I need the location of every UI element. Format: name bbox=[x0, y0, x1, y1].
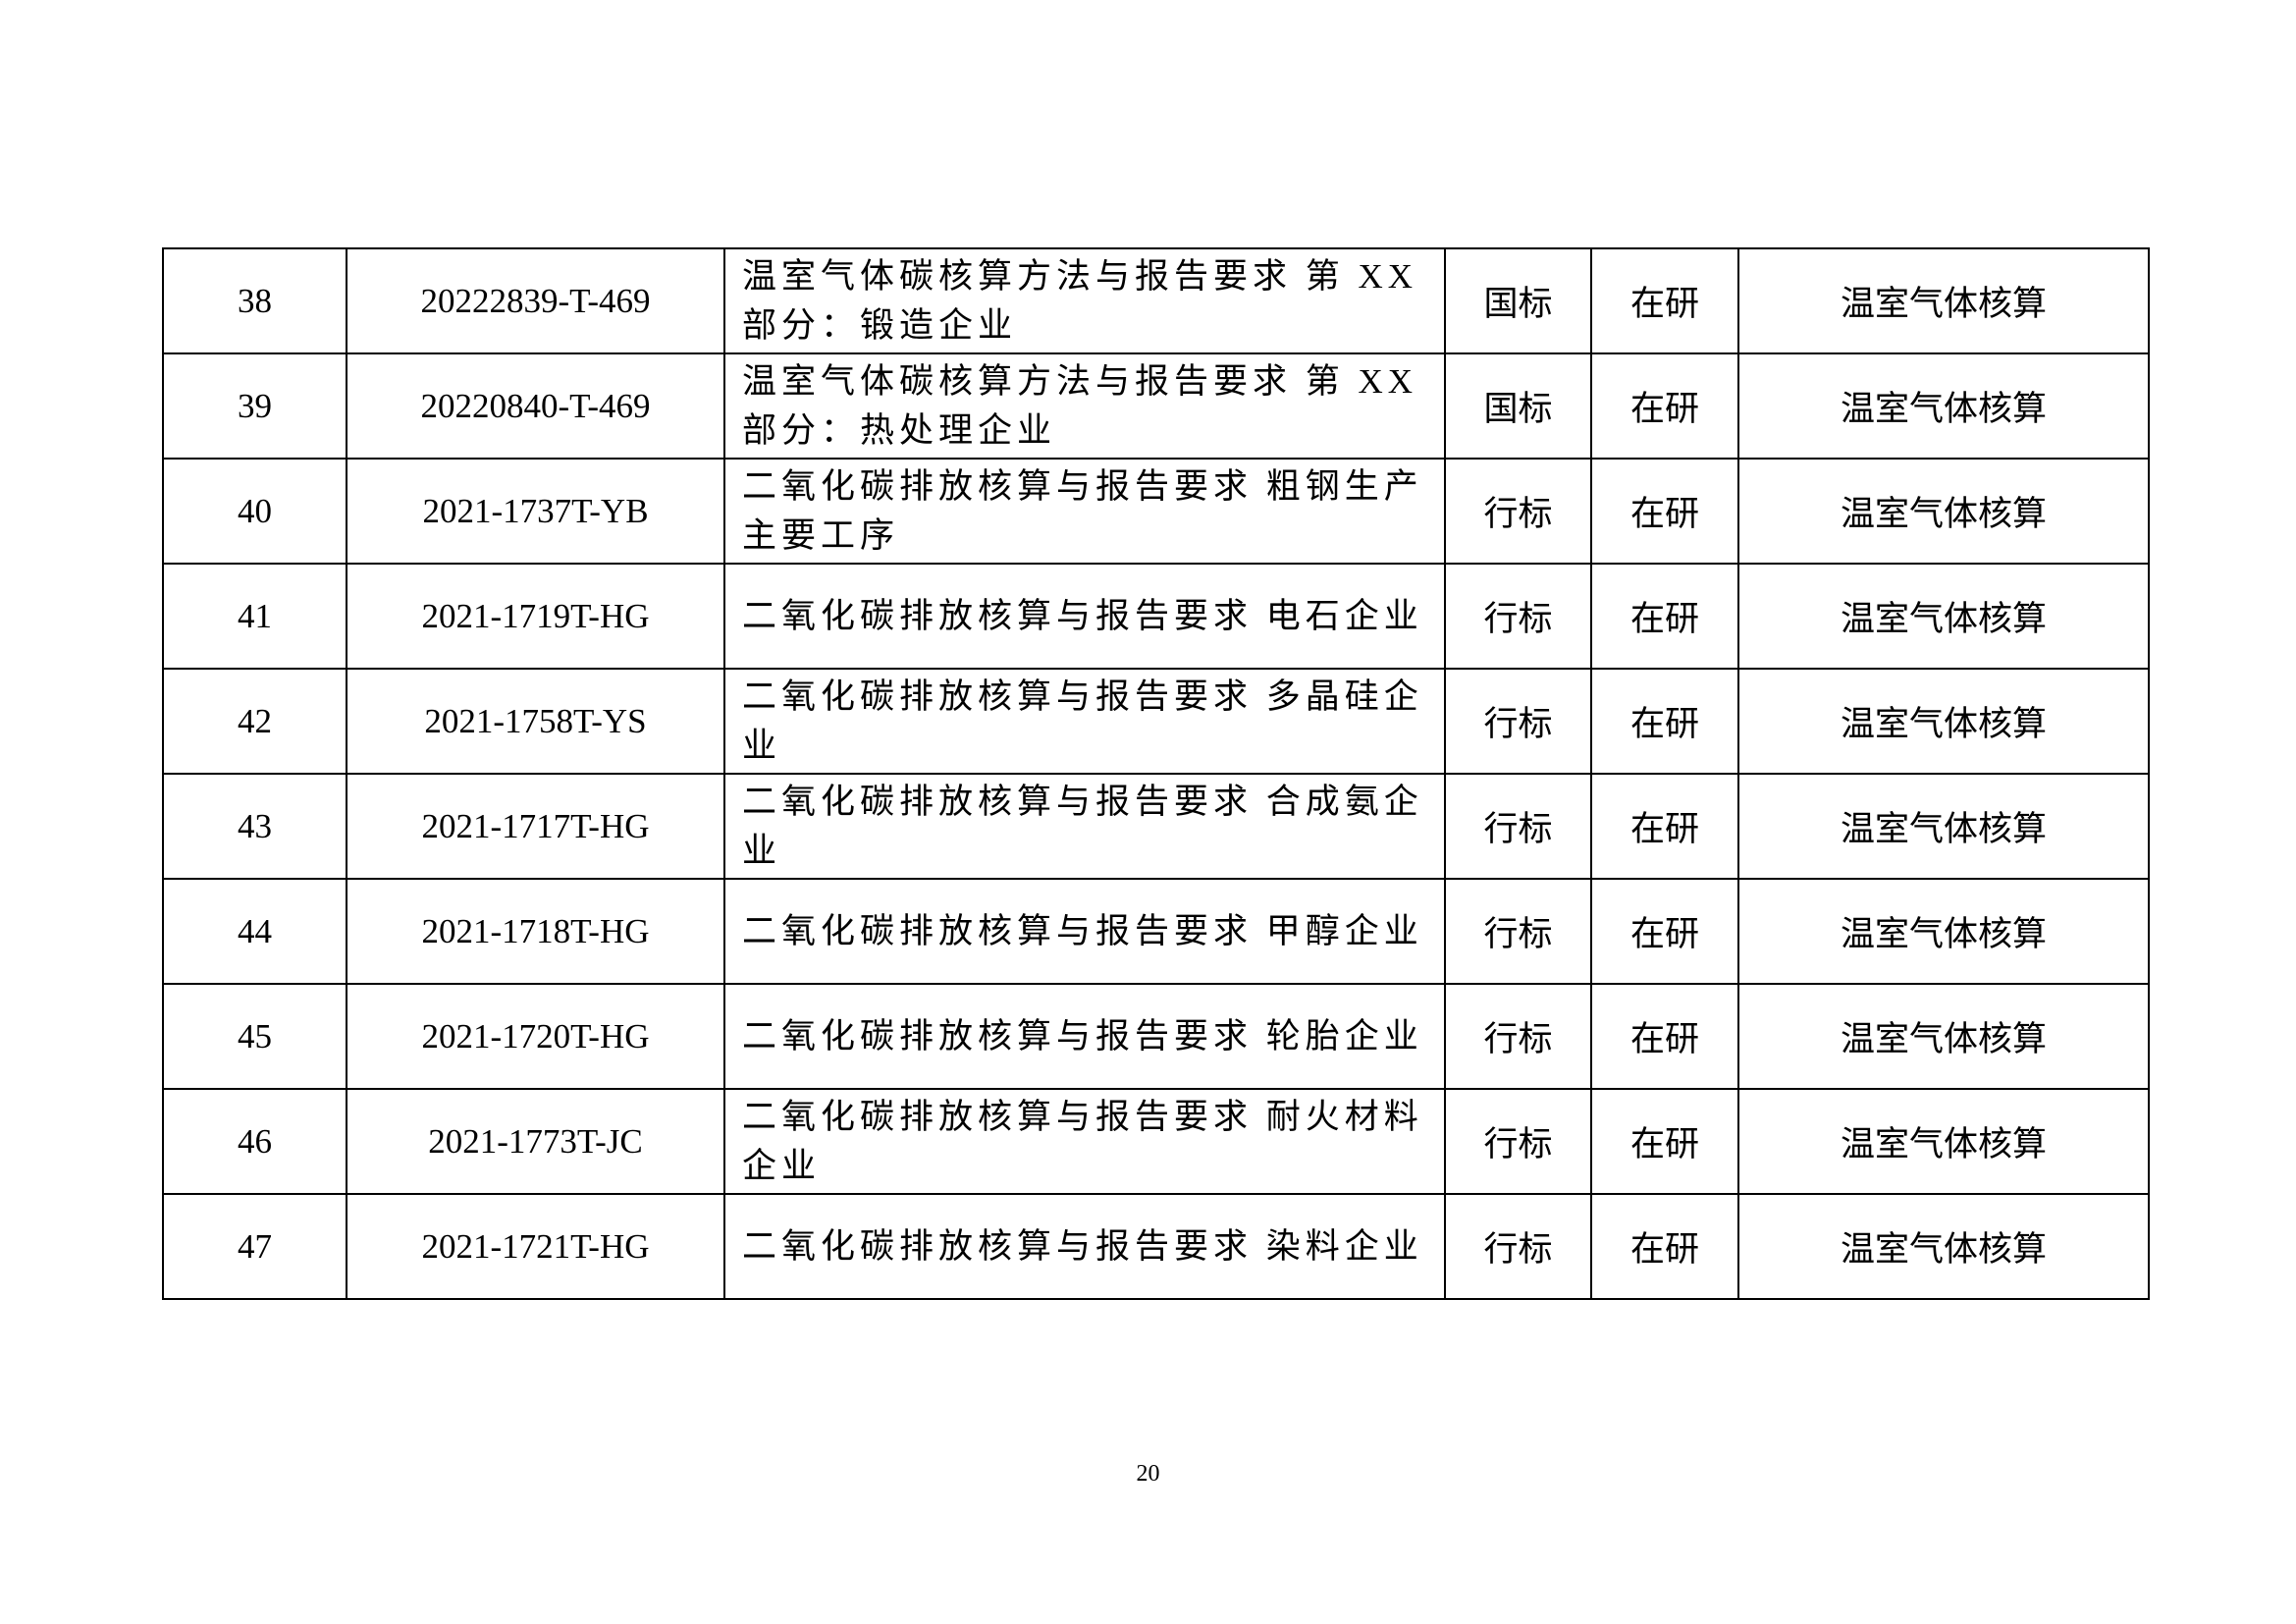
title-line: 企业 bbox=[742, 1146, 822, 1185]
plan-code: 2021-1737T-YB bbox=[346, 458, 725, 565]
standard-status: 在研 bbox=[1590, 773, 1739, 880]
row-number: 47 bbox=[162, 1193, 347, 1300]
row-number: 42 bbox=[162, 668, 347, 775]
plan-code: 2021-1719T-HG bbox=[346, 563, 725, 670]
standard-type: 国标 bbox=[1444, 352, 1592, 460]
title-line: 温室气体碳核算方法与报告要求 第 XX bbox=[742, 256, 1418, 296]
standard-category: 温室气体核算 bbox=[1737, 1088, 2150, 1195]
row-number: 45 bbox=[162, 983, 347, 1090]
plan-code: 20222839-T-469 bbox=[346, 247, 725, 354]
title-line: 温室气体碳核算方法与报告要求 第 XX bbox=[742, 361, 1418, 401]
standard-category: 温室气体核算 bbox=[1737, 668, 2150, 775]
table-row: 46 2021-1773T-JC 二氧化碳排放核算与报告要求 耐火材料 企业 行标 在研温… bbox=[162, 1088, 2150, 1195]
plan-code: 2021-1720T-HG bbox=[346, 983, 725, 1090]
title-line: 业 bbox=[742, 726, 782, 765]
standards-table: 38 20222839-T-469 温室气体碳核算方法与报告要求 第 XX 部分：锻造… bbox=[162, 247, 2150, 1300]
table-row: 47 2021-1721T-HG 二氧化碳排放核算与报告要求 染料企业 行标 在研 温室气… bbox=[162, 1193, 2150, 1300]
title-line: 二氧化碳排放核算与报告要求 多晶硅企 bbox=[742, 677, 1423, 716]
standard-category: 温室气体核算 bbox=[1737, 563, 2150, 670]
title-line: 二氧化碳排放核算与报告要求 甲醇企业 bbox=[742, 911, 1423, 950]
table-row: 40 2021-1737T-YB 二氧化碳排放核算与报告要求 粗钢生产 主要工序 行标在… bbox=[162, 458, 2150, 565]
standard-category: 温室气体核算 bbox=[1737, 773, 2150, 880]
standard-type: 行标 bbox=[1444, 983, 1592, 1090]
standard-status: 在研 bbox=[1590, 563, 1739, 670]
standard-title: 二氧化碳排放核算与报告要求 多晶硅企业 bbox=[723, 668, 1446, 775]
standard-category: 温室气体核算 bbox=[1737, 247, 2150, 354]
plan-code: 2021-1721T-HG bbox=[346, 1193, 725, 1300]
table-row: 42 2021-1758T-YS 二氧化碳排放核算与报告要求 多晶硅企业行标 在研 温室… bbox=[162, 668, 2150, 775]
standard-title: 二氧化碳排放核算与报告要求 电石企业 bbox=[723, 563, 1446, 670]
standard-category: 温室气体核算 bbox=[1737, 458, 2150, 565]
standard-type: 行标 bbox=[1444, 1193, 1592, 1300]
title-line: 业 bbox=[742, 831, 782, 870]
standard-title: 二氧化碳排放核算与报告要求 轮胎企业 bbox=[723, 983, 1446, 1090]
table-row: 41 2021-1719T-HG 二氧化碳排放核算与报告要求 电石企业 行标 在研 温室气… bbox=[162, 563, 2150, 670]
standard-type: 行标 bbox=[1444, 563, 1592, 670]
standard-category: 温室气体核算 bbox=[1737, 983, 2150, 1090]
table-row: 44 2021-1718T-HG 二氧化碳排放核算与报告要求 甲醇企业 行标 在研 温室气… bbox=[162, 878, 2150, 985]
standard-title: 温室气体碳核算方法与报告要求 第 XX 部分：热处理企业 bbox=[723, 352, 1446, 460]
title-line: 二氧化碳排放核算与报告要求 染料企业 bbox=[742, 1226, 1423, 1266]
standard-type: 行标 bbox=[1444, 1088, 1592, 1195]
standard-status: 在研 bbox=[1590, 1088, 1739, 1195]
standard-title: 二氧化碳排放核算与报告要求 染料企业 bbox=[723, 1193, 1446, 1300]
row-number: 44 bbox=[162, 878, 347, 985]
plan-code: 20220840-T-469 bbox=[346, 352, 725, 460]
standard-category: 温室气体核算 bbox=[1737, 878, 2150, 985]
table-row: 39 20220840-T-469 温室气体碳核算方法与报告要求 第 XX 部分：热处… bbox=[162, 352, 2150, 460]
row-number: 40 bbox=[162, 458, 347, 565]
title-line: 二氧化碳排放核算与报告要求 粗钢生产 bbox=[742, 466, 1423, 506]
page-number: 20 bbox=[1136, 1461, 1160, 1487]
standard-status: 在研 bbox=[1590, 1193, 1739, 1300]
standard-title: 温室气体碳核算方法与报告要求 第 XX 部分：锻造企业 bbox=[723, 247, 1446, 354]
standard-category: 温室气体核算 bbox=[1737, 1193, 2150, 1300]
plan-code: 2021-1718T-HG bbox=[346, 878, 725, 985]
table-row: 43 2021-1717T-HG 二氧化碳排放核算与报告要求 合成氨企业行标 在研 温室… bbox=[162, 773, 2150, 880]
standard-status: 在研 bbox=[1590, 352, 1739, 460]
standard-status: 在研 bbox=[1590, 247, 1739, 354]
row-number: 46 bbox=[162, 1088, 347, 1195]
row-number: 38 bbox=[162, 247, 347, 354]
standard-category: 温室气体核算 bbox=[1737, 352, 2150, 460]
standard-type: 国标 bbox=[1444, 247, 1592, 354]
title-line: 二氧化碳排放核算与报告要求 耐火材料 bbox=[742, 1097, 1423, 1136]
title-line: 部分：锻造企业 bbox=[742, 305, 1018, 345]
table-row: 45 2021-1720T-HG 二氧化碳排放核算与报告要求 轮胎企业 行标 在研 温室气… bbox=[162, 983, 2150, 1090]
standard-type: 行标 bbox=[1444, 878, 1592, 985]
row-number: 41 bbox=[162, 563, 347, 670]
standard-type: 行标 bbox=[1444, 458, 1592, 565]
standard-status: 在研 bbox=[1590, 983, 1739, 1090]
plan-code: 2021-1773T-JC bbox=[346, 1088, 725, 1195]
standard-status: 在研 bbox=[1590, 458, 1739, 565]
standard-status: 在研 bbox=[1590, 668, 1739, 775]
row-number: 43 bbox=[162, 773, 347, 880]
standard-title: 二氧化碳排放核算与报告要求 合成氨企业 bbox=[723, 773, 1446, 880]
title-line: 部分：热处理企业 bbox=[742, 410, 1057, 450]
standard-title: 二氧化碳排放核算与报告要求 耐火材料 企业 bbox=[723, 1088, 1446, 1195]
title-line: 二氧化碳排放核算与报告要求 合成氨企 bbox=[742, 782, 1423, 821]
title-line: 二氧化碳排放核算与报告要求 轮胎企业 bbox=[742, 1016, 1423, 1056]
title-line: 主要工序 bbox=[742, 515, 900, 555]
table-row: 38 20222839-T-469 温室气体碳核算方法与报告要求 第 XX 部分：锻造… bbox=[162, 247, 2150, 354]
row-number: 39 bbox=[162, 352, 347, 460]
plan-code: 2021-1758T-YS bbox=[346, 668, 725, 775]
standard-status: 在研 bbox=[1590, 878, 1739, 985]
plan-code: 2021-1717T-HG bbox=[346, 773, 725, 880]
title-line: 二氧化碳排放核算与报告要求 电石企业 bbox=[742, 596, 1423, 635]
standard-title: 二氧化碳排放核算与报告要求 甲醇企业 bbox=[723, 878, 1446, 985]
standard-type: 行标 bbox=[1444, 668, 1592, 775]
standard-title: 二氧化碳排放核算与报告要求 粗钢生产 主要工序 bbox=[723, 458, 1446, 565]
standard-type: 行标 bbox=[1444, 773, 1592, 880]
